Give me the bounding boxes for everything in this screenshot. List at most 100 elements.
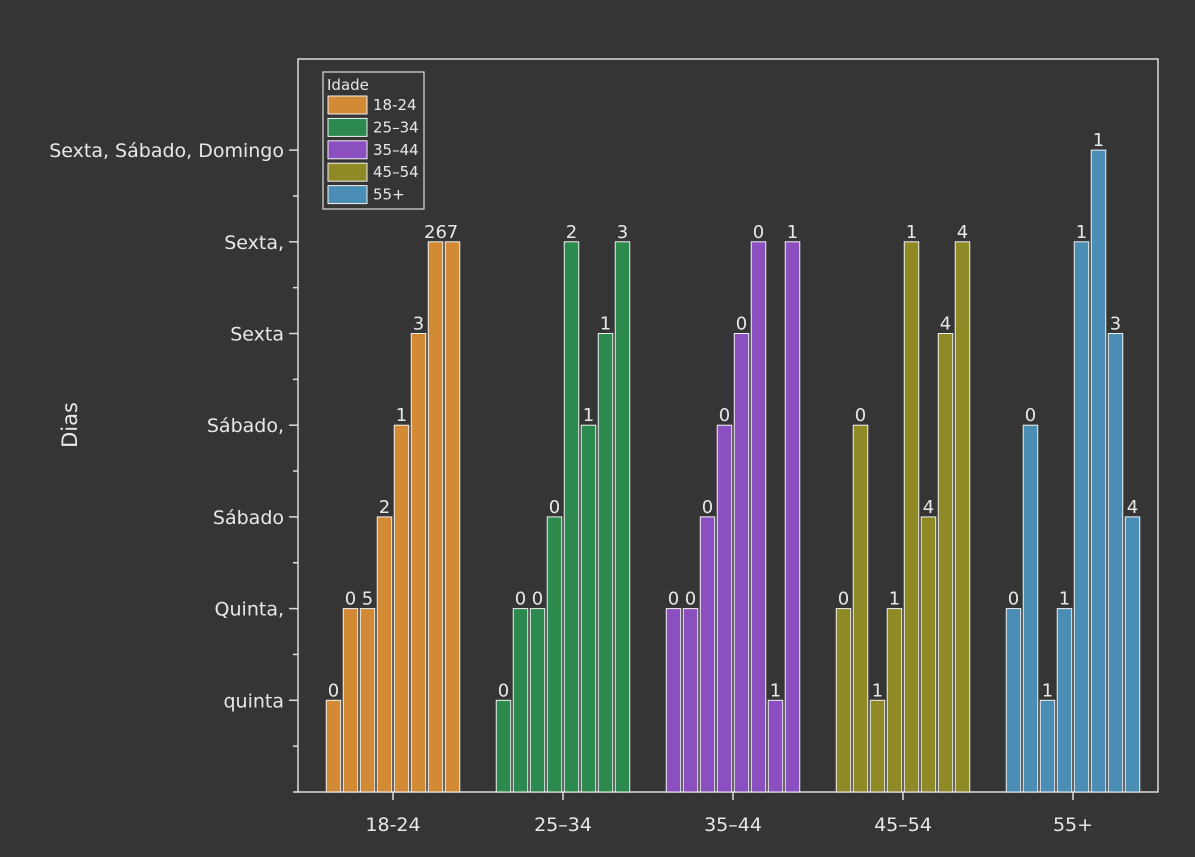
bar-value-label: 1 xyxy=(1076,222,1087,243)
bar-value-label: 0 xyxy=(532,589,543,610)
bar xyxy=(547,517,562,792)
bar xyxy=(1091,150,1106,792)
x-tick-label: 55+ xyxy=(1053,814,1093,836)
bar-value-label: 0 xyxy=(515,589,526,610)
bar-value-label: 1 xyxy=(396,405,407,426)
bar-value-label: 0 xyxy=(702,497,713,518)
bar-value-label: 0 xyxy=(685,589,696,610)
y-tick-label: Sexta xyxy=(230,324,284,346)
bar-value-label: 1 xyxy=(787,222,798,243)
y-tick-label: Sábado xyxy=(213,507,284,529)
bar-value-label: 0 xyxy=(345,589,356,610)
bar-value-label: 0 xyxy=(498,680,509,701)
legend: Idade 18-24 25–34 35–44 45–54 55+ xyxy=(323,72,424,209)
legend-swatch xyxy=(328,186,367,204)
legend-title: Idade xyxy=(327,76,369,94)
x-tick-label: 45–54 xyxy=(874,814,932,836)
legend-label: 25–34 xyxy=(373,118,419,136)
y-tick-label: Quinta, xyxy=(215,599,284,621)
bar-value-label: 0 xyxy=(855,405,866,426)
bar-value-label: 5 xyxy=(362,589,373,610)
bar xyxy=(1125,517,1140,792)
bar xyxy=(394,425,409,792)
bar-value-label: 1 xyxy=(1093,130,1104,151)
bar-value-label: 2 xyxy=(566,222,577,243)
bar xyxy=(836,609,851,792)
bar xyxy=(1074,242,1089,792)
x-tick-label: 25–34 xyxy=(534,814,592,836)
legend-swatch xyxy=(328,118,367,136)
x-tick-label: 18-24 xyxy=(365,814,420,836)
y-tick-label: Sexta, Sábado, Domingo xyxy=(49,140,284,162)
bar xyxy=(700,517,715,792)
bar-value-label: 1 xyxy=(770,680,781,701)
bar-value-label: 1 xyxy=(872,680,883,701)
bar xyxy=(1006,609,1021,792)
bar-value-label: 0 xyxy=(549,497,560,518)
bar xyxy=(343,609,358,792)
series-55+: 0 0 1 1 1 1 3 4 xyxy=(1006,130,1140,792)
bar-value-label: 4 xyxy=(923,497,934,518)
bar xyxy=(615,242,630,792)
legend-swatch xyxy=(328,96,367,114)
bar xyxy=(666,609,681,792)
bar-value-label: 1 xyxy=(583,405,594,426)
bar-value-label: 3 xyxy=(1110,314,1121,335)
bar xyxy=(853,425,868,792)
bar-value-label: 0 xyxy=(1025,405,1036,426)
bar-value-label: 4 xyxy=(1127,497,1138,518)
bar-value-label: 26 xyxy=(424,222,447,243)
bar xyxy=(717,425,732,792)
bar-value-label: 3 xyxy=(617,222,628,243)
bar xyxy=(1023,425,1038,792)
bar xyxy=(785,242,800,792)
bar xyxy=(428,242,443,792)
bar xyxy=(734,334,749,793)
legend-swatch xyxy=(328,141,367,159)
bar-value-label: 0 xyxy=(719,405,730,426)
bar xyxy=(683,609,698,792)
y-tick-label: Sexta, xyxy=(224,232,284,254)
legend-label: 35–44 xyxy=(373,141,419,159)
bar-value-label: 0 xyxy=(753,222,764,243)
bar xyxy=(598,334,613,793)
bar xyxy=(955,242,970,792)
bar-value-label: 0 xyxy=(1008,589,1019,610)
bar-value-label: 1 xyxy=(1042,680,1053,701)
y-axis: quinta Quinta, Sábado Sábado, Sexta Sexta, Sex… xyxy=(49,140,298,792)
legend-label: 55+ xyxy=(373,186,405,204)
bar xyxy=(870,700,885,792)
bar-value-label: 0 xyxy=(328,680,339,701)
bar-value-label: 1 xyxy=(1059,589,1070,610)
bar xyxy=(1040,700,1055,792)
bar-value-label: 0 xyxy=(838,589,849,610)
bar xyxy=(445,242,460,792)
bar-value-label: 4 xyxy=(940,314,951,335)
bar xyxy=(530,609,545,792)
bar xyxy=(1057,609,1072,792)
bar xyxy=(581,425,596,792)
y-axis-label: Dias xyxy=(58,402,82,448)
bar-value-label: 3 xyxy=(413,314,424,335)
bar xyxy=(411,334,426,793)
bar xyxy=(1108,334,1123,793)
bar xyxy=(768,700,783,792)
bar-value-label: 7 xyxy=(447,222,458,243)
bar xyxy=(377,517,392,792)
bar-value-label: 0 xyxy=(736,314,747,335)
x-tick-label: 35–44 xyxy=(704,814,762,836)
bar xyxy=(496,700,511,792)
bar-value-label: 1 xyxy=(889,589,900,610)
bar xyxy=(938,334,953,793)
x-axis: 18-24 25–34 35–44 45–54 55+ xyxy=(365,792,1093,836)
legend-label: 18-24 xyxy=(373,96,417,114)
bar xyxy=(326,700,341,792)
y-tick-label: Sábado, xyxy=(207,415,284,437)
bar-value-label: 4 xyxy=(957,222,968,243)
bar xyxy=(904,242,919,792)
